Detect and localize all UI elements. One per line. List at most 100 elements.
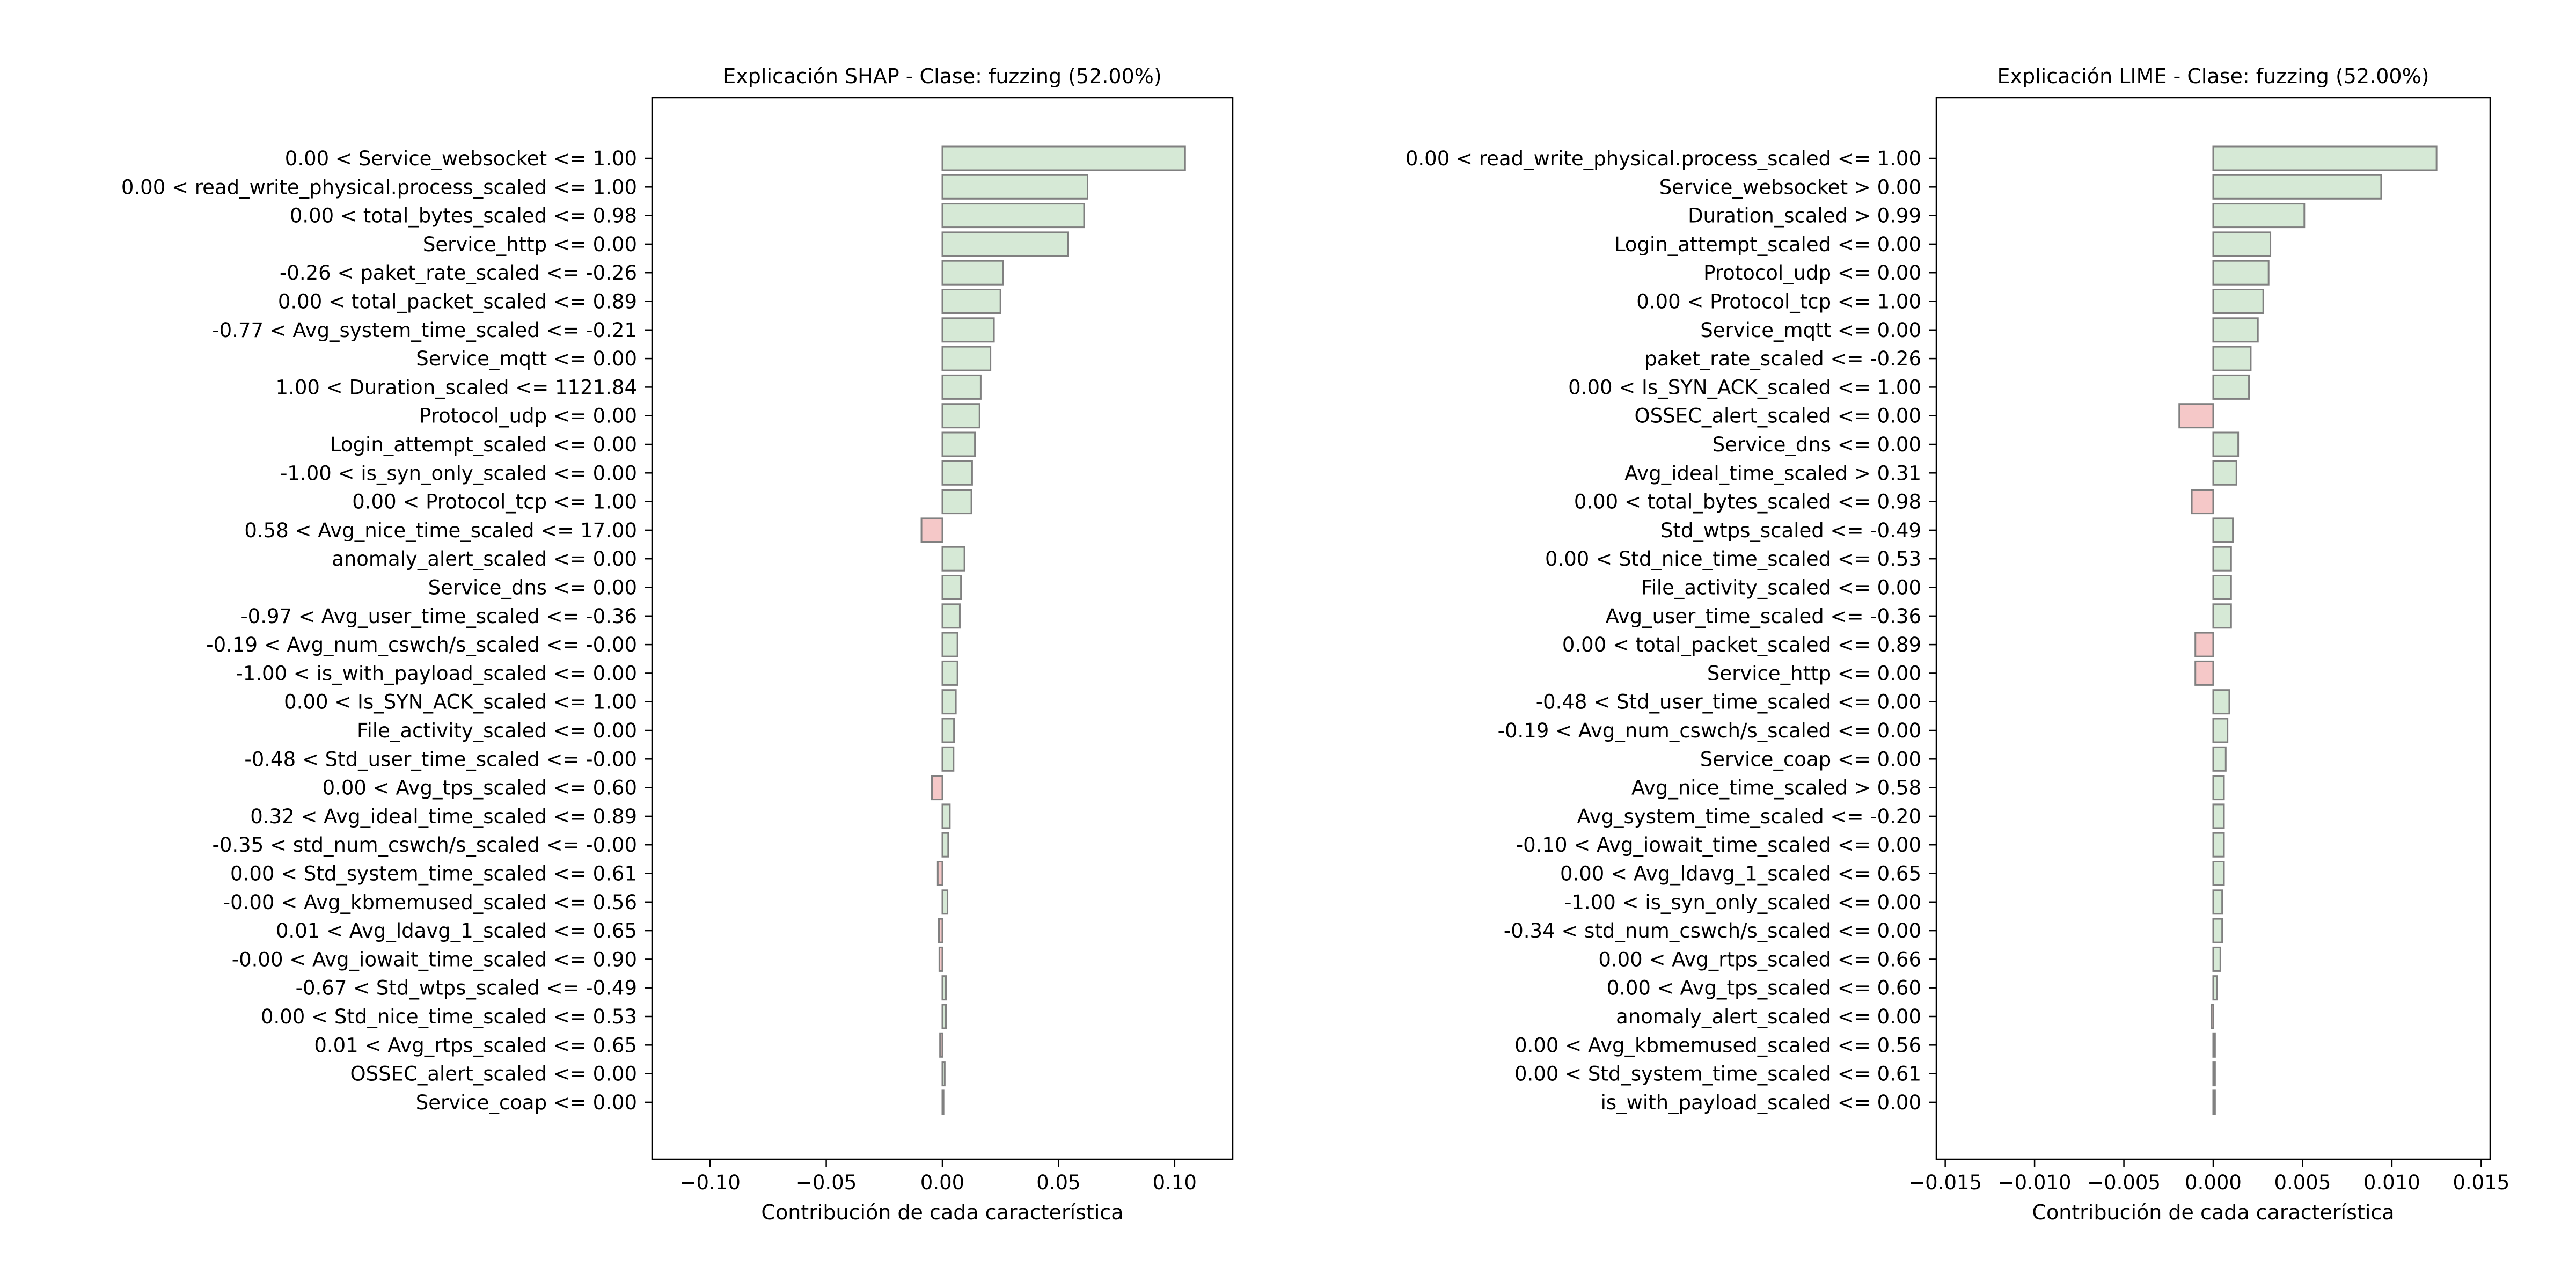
lime-category-label: Avg_system_time_scaled <= -0.20 bbox=[1577, 805, 1921, 828]
lime-category-label: Protocol_udp <= 0.00 bbox=[1703, 261, 1921, 284]
shap-bar bbox=[941, 689, 957, 715]
shap-category-label: 0.00 < Service_websocket <= 1.00 bbox=[285, 147, 637, 170]
shap-x-tick-label: 0.00 bbox=[920, 1171, 964, 1194]
lime-panel: Explicación LIME - Clase: fuzzing (52.00… bbox=[1406, 64, 2509, 1224]
shap-x-axis-label: Contribución de cada característica bbox=[761, 1201, 1123, 1224]
shap-category-label: 0.58 < Avg_nice_time_scaled <= 17.00 bbox=[244, 519, 637, 542]
lime-x-tick-label: 0.015 bbox=[2453, 1171, 2509, 1194]
shap-category-label: Service_mqtt <= 0.00 bbox=[416, 347, 637, 370]
lime-bar bbox=[2212, 317, 2259, 343]
lime-category-label: Avg_user_time_scaled <= -0.36 bbox=[1606, 605, 1921, 628]
shap-bar bbox=[939, 1032, 943, 1058]
lime-category-label: File_activity_scaled <= 0.00 bbox=[1641, 576, 1921, 599]
lime-bar bbox=[2191, 489, 2214, 515]
lime-category-label: 0.00 < Avg_kbmemused_scaled <= 0.56 bbox=[1514, 1034, 1921, 1057]
shap-category-label: Protocol_udp <= 0.00 bbox=[419, 405, 637, 428]
lime-category-label: Login_attempt_scaled <= 0.00 bbox=[1614, 233, 1921, 256]
shap-category-label: 0.00 < Avg_tps_scaled <= 0.60 bbox=[323, 777, 637, 800]
shap-bar bbox=[941, 1061, 946, 1087]
lime-bar bbox=[2212, 975, 2218, 1001]
shap-bar bbox=[941, 289, 1001, 314]
shap-category-label: Service_coap <= 0.00 bbox=[416, 1091, 637, 1114]
shap-category-label: 0.01 < Avg_ldavg_1_scaled <= 0.65 bbox=[276, 919, 637, 942]
lime-bar bbox=[2212, 689, 2230, 715]
lime-category-label: -0.19 < Avg_num_cswch/s_scaled <= 0.00 bbox=[1498, 719, 1921, 742]
lime-category-label: -0.10 < Avg_iowait_time_scaled <= 0.00 bbox=[1516, 833, 1921, 857]
lime-bar bbox=[2212, 575, 2232, 600]
shap-category-label: -1.00 < is_with_payload_scaled <= 0.00 bbox=[236, 662, 637, 685]
shap-bar bbox=[941, 231, 1069, 257]
shap-bar bbox=[941, 803, 951, 829]
lime-bar bbox=[2194, 660, 2214, 686]
lime-category-label: Std_wtps_scaled <= -0.49 bbox=[1660, 519, 1921, 542]
lime-category-label: Service_http <= 0.00 bbox=[1707, 662, 1921, 685]
shap-category-label: -0.48 < Std_user_time_scaled <= -0.00 bbox=[244, 748, 637, 771]
lime-category-label: Service_dns <= 0.00 bbox=[1713, 433, 1921, 456]
lime-category-label: Service_websocket > 0.00 bbox=[1659, 175, 1921, 199]
lime-category-label: 0.00 < Std_nice_time_scaled <= 0.53 bbox=[1545, 547, 1921, 570]
lime-bar bbox=[2212, 460, 2237, 486]
lime-bar bbox=[2212, 546, 2232, 572]
lime-category-label: 0.00 < read_write_physical.process_scale… bbox=[1406, 147, 1921, 170]
shap-bar bbox=[941, 632, 958, 657]
shap-category-label: 0.00 < Protocol_tcp <= 1.00 bbox=[352, 491, 637, 514]
lime-category-label: Service_coap <= 0.00 bbox=[1700, 748, 1921, 771]
shap-bar bbox=[938, 946, 943, 972]
shap-bar bbox=[941, 203, 1085, 229]
lime-category-label: Avg_nice_time_scaled > 0.58 bbox=[1631, 777, 1921, 800]
shap-category-label: OSSEC_alert_scaled <= 0.00 bbox=[350, 1063, 637, 1086]
lime-bar bbox=[2212, 145, 2438, 171]
shap-category-label: -0.00 < Avg_iowait_time_scaled <= 0.90 bbox=[232, 948, 637, 971]
lime-category-label: 0.00 < Avg_tps_scaled <= 0.60 bbox=[1607, 977, 1921, 1000]
lime-x-axis-label: Contribución de cada característica bbox=[2032, 1201, 2394, 1224]
lime-x-tick-label: 0.010 bbox=[2363, 1171, 2420, 1194]
lime-bar bbox=[2212, 603, 2232, 629]
lime-category-label: -0.34 < std_num_cswch/s_scaled <= 0.00 bbox=[1504, 919, 1921, 942]
lime-x-tick-label: −0.015 bbox=[1908, 1171, 1982, 1194]
shap-bar bbox=[941, 660, 958, 686]
lime-bar bbox=[2178, 403, 2214, 429]
lime-bar bbox=[2212, 174, 2382, 200]
lime-category-label: is_with_payload_scaled <= 0.00 bbox=[1601, 1091, 1921, 1114]
lime-bar bbox=[2212, 832, 2225, 858]
shap-panel: Explicación SHAP - Clase: fuzzing (52.00… bbox=[121, 64, 1234, 1224]
shap-category-label: -0.19 < Avg_num_cswch/s_scaled <= -0.00 bbox=[206, 633, 637, 656]
lime-bar bbox=[2212, 1061, 2216, 1087]
lime-category-label: 0.00 < Avg_ldavg_1_scaled <= 0.65 bbox=[1560, 862, 1921, 885]
shap-bar bbox=[941, 603, 961, 629]
lime-bar bbox=[2212, 775, 2225, 801]
lime-category-label: 0.00 < total_bytes_scaled <= 0.98 bbox=[1574, 491, 1921, 514]
shap-category-label: Login_attempt_scaled <= 0.00 bbox=[330, 433, 637, 456]
shap-category-label: -0.67 < Std_wtps_scaled <= -0.49 bbox=[296, 977, 637, 1000]
lime-bar bbox=[2212, 746, 2227, 772]
lime-bar bbox=[2212, 718, 2229, 743]
lime-bar bbox=[2211, 1004, 2214, 1029]
lime-bar bbox=[2212, 889, 2223, 915]
lime-category-label: 0.00 < total_packet_scaled <= 0.89 bbox=[1562, 633, 1921, 656]
shap-bar bbox=[936, 861, 943, 886]
lime-x-tick-label: −0.005 bbox=[2087, 1171, 2161, 1194]
lime-bar bbox=[2212, 260, 2270, 286]
shap-bar bbox=[941, 460, 973, 486]
lime-bar bbox=[2212, 803, 2225, 829]
shap-bar bbox=[941, 718, 955, 743]
shap-bar bbox=[941, 575, 962, 600]
shap-x-tick-label: 0.05 bbox=[1036, 1171, 1080, 1194]
shap-bar bbox=[941, 746, 955, 772]
shap-bar bbox=[941, 546, 965, 572]
shap-category-label: -1.00 < is_syn_only_scaled <= 0.00 bbox=[280, 462, 637, 485]
shap-bar bbox=[941, 1004, 947, 1029]
shap-category-label: 0.00 < total_bytes_scaled <= 0.98 bbox=[290, 204, 637, 228]
shap-category-label: -0.35 < std_num_cswch/s_scaled <= -0.00 bbox=[213, 833, 637, 857]
lime-x-tick-label: 0.000 bbox=[2185, 1171, 2242, 1194]
shap-bar bbox=[941, 832, 949, 858]
lime-bar bbox=[2212, 346, 2252, 371]
lime-x-tick-label: 0.005 bbox=[2274, 1171, 2331, 1194]
shap-category-label: 0.00 < read_write_physical.process_scale… bbox=[121, 175, 637, 199]
shap-bar bbox=[941, 1089, 945, 1115]
shap-bar bbox=[941, 374, 982, 400]
shap-category-label: 0.00 < Std_nice_time_scaled <= 0.53 bbox=[261, 1005, 637, 1028]
shap-category-label: File_activity_scaled <= 0.00 bbox=[357, 719, 637, 742]
lime-category-label: 0.00 < Protocol_tcp <= 1.00 bbox=[1636, 290, 1921, 313]
